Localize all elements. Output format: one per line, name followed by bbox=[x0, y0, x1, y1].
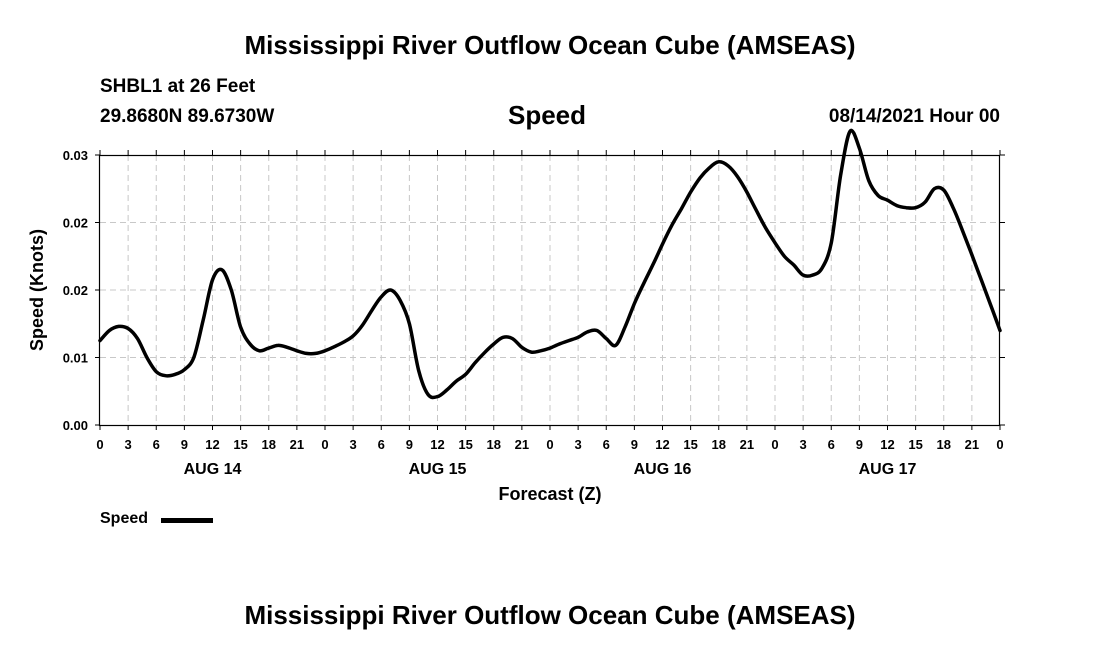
x-tick-label: 12 bbox=[205, 437, 219, 452]
x-tick-label: 21 bbox=[965, 437, 979, 452]
x-tick-label: 12 bbox=[430, 437, 444, 452]
station-label: SHBL1 at 26 Feet bbox=[100, 76, 256, 97]
x-tick-label: 9 bbox=[406, 437, 413, 452]
x-tick-label: 3 bbox=[800, 437, 807, 452]
y-axis-label: Speed (Knots) bbox=[27, 229, 47, 351]
x-tick-label: 0 bbox=[96, 437, 103, 452]
x-tick-label: 21 bbox=[740, 437, 754, 452]
x-tick-label: 15 bbox=[233, 437, 247, 452]
x-tick-label: 6 bbox=[153, 437, 160, 452]
x-tick-label: 12 bbox=[880, 437, 894, 452]
day-label: AUG 17 bbox=[859, 461, 917, 478]
forecast-datetime: 08/14/2021 Hour 00 bbox=[828, 106, 1000, 127]
x-axis-label: Forecast (Z) bbox=[498, 484, 601, 504]
x-tick-label: 0 bbox=[771, 437, 778, 452]
x-tick-label: 9 bbox=[181, 437, 188, 452]
x-tick-label: 15 bbox=[458, 437, 472, 452]
y-axis: 0.00 0.01 0.02 0.02 0.03 bbox=[63, 148, 1005, 433]
y-tick-label: 0.01 bbox=[63, 351, 88, 366]
x-tick-label: 15 bbox=[908, 437, 922, 452]
chart-title: Mississippi River Outflow Ocean Cube (AM… bbox=[244, 30, 856, 60]
y-tick-label: 0.02 bbox=[63, 283, 88, 298]
x-tick-label: 9 bbox=[631, 437, 638, 452]
x-tick-label: 3 bbox=[575, 437, 582, 452]
x-tick-label: 3 bbox=[125, 437, 132, 452]
day-label: AUG 15 bbox=[409, 461, 467, 478]
x-tick-label: 15 bbox=[683, 437, 697, 452]
footer-title: Mississippi River Outflow Ocean Cube (AM… bbox=[244, 600, 856, 630]
x-tick-label: 0 bbox=[996, 437, 1003, 452]
x-tick-label: 21 bbox=[515, 437, 529, 452]
day-label: AUG 16 bbox=[634, 461, 692, 478]
x-tick-label: 18 bbox=[712, 437, 726, 452]
x-tick-label: 6 bbox=[603, 437, 610, 452]
x-tick-label: 0 bbox=[546, 437, 553, 452]
x-tick-label: 21 bbox=[290, 437, 304, 452]
x-tick-label: 12 bbox=[655, 437, 669, 452]
legend-swatch bbox=[161, 518, 213, 523]
grid-lines bbox=[100, 155, 1000, 425]
y-tick-label: 0.03 bbox=[63, 148, 88, 163]
speed-series-line bbox=[98, 128, 1002, 400]
x-tick-label: 18 bbox=[487, 437, 501, 452]
x-tick-label: 18 bbox=[937, 437, 951, 452]
legend-label: Speed bbox=[100, 510, 149, 527]
day-label: AUG 14 bbox=[184, 461, 242, 478]
x-tick-label: 6 bbox=[828, 437, 835, 452]
plot-frame bbox=[98, 154, 1001, 427]
x-tick-label: 18 bbox=[262, 437, 276, 452]
x-tick-label: 3 bbox=[350, 437, 357, 452]
x-tick-label: 0 bbox=[321, 437, 328, 452]
panel-title: Speed bbox=[508, 100, 587, 130]
x-tick-label: 6 bbox=[378, 437, 385, 452]
station-coords: 29.8680N 89.6730W bbox=[100, 106, 275, 127]
day-labels: AUG 14 AUG 15 AUG 16 AUG 17 bbox=[184, 461, 917, 478]
x-tick-label: 9 bbox=[856, 437, 863, 452]
y-tick-label: 0.00 bbox=[63, 418, 88, 433]
y-tick-label: 0.02 bbox=[63, 216, 88, 231]
